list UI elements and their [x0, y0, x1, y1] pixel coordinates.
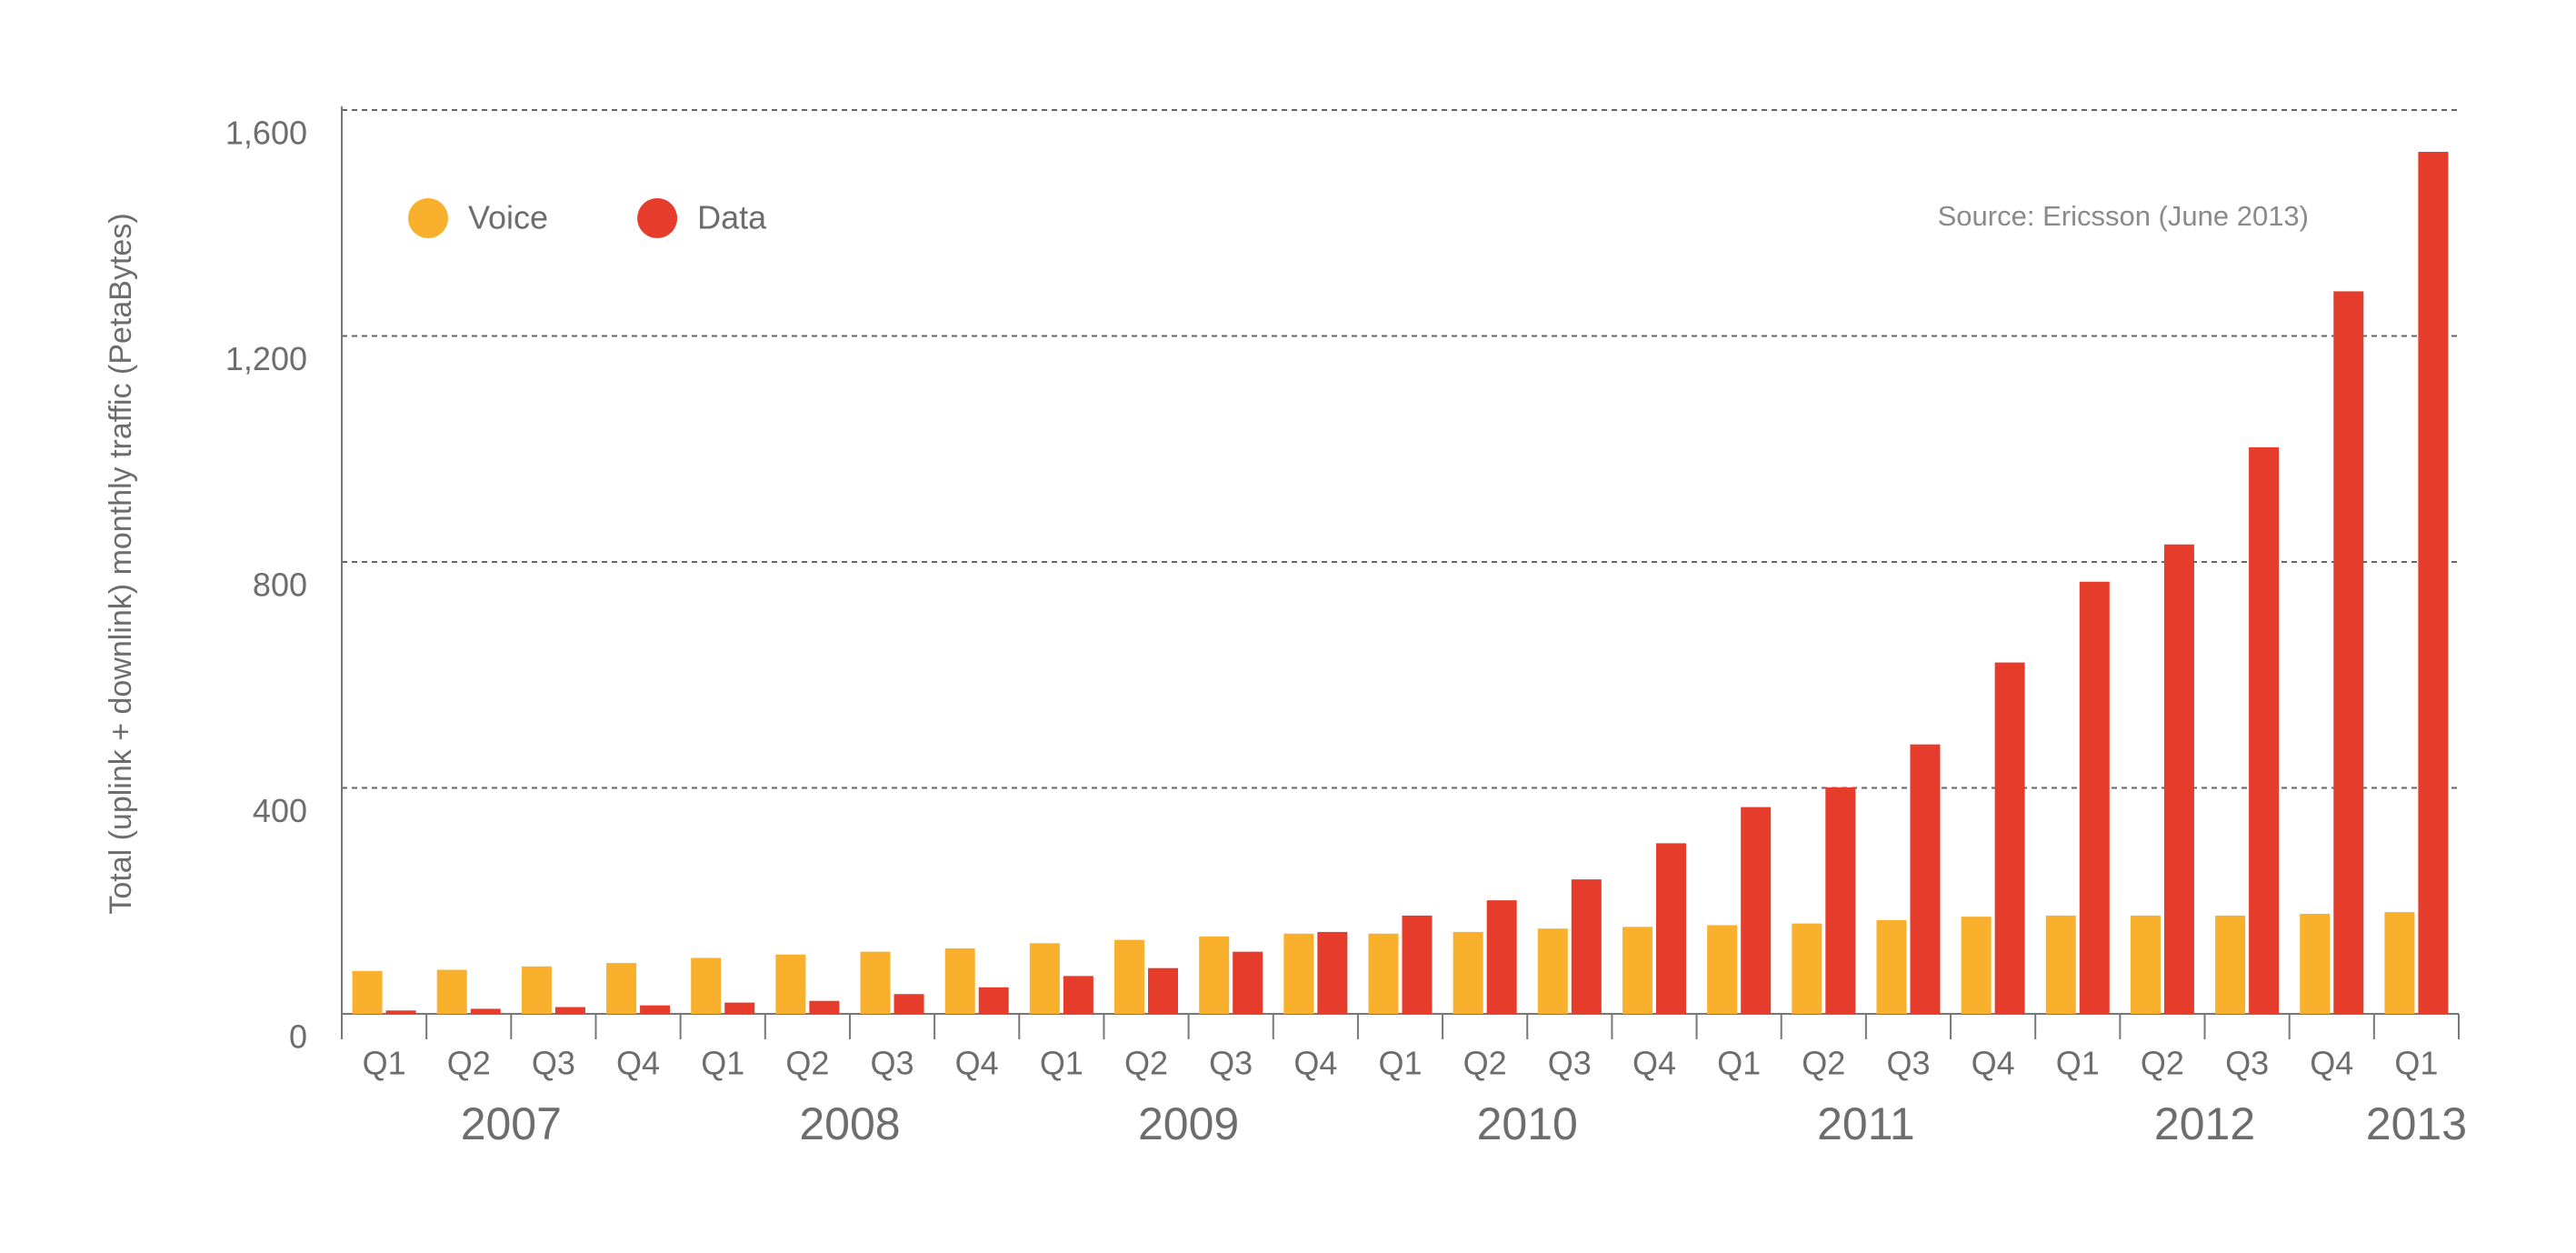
x-tick-label: Q4 — [1632, 1045, 1676, 1082]
bar — [436, 969, 467, 1014]
bar — [2215, 915, 2246, 1014]
x-group-label: 2007 — [461, 1098, 562, 1149]
bar — [724, 1002, 755, 1014]
x-tick-label: Q1 — [2394, 1045, 2438, 1082]
x-tick-label: Q4 — [2310, 1045, 2353, 1082]
bar — [1029, 943, 1060, 1014]
bar — [1655, 843, 1686, 1014]
bar — [860, 951, 891, 1014]
bar — [470, 1008, 501, 1014]
bar — [385, 1010, 416, 1014]
bar — [2300, 914, 2331, 1014]
x-tick-label: Q3 — [1886, 1045, 1930, 1082]
bar — [1063, 976, 1093, 1014]
x-tick-label: Q1 — [1378, 1045, 1422, 1082]
bar — [1741, 807, 1772, 1014]
x-tick-label: Q1 — [1717, 1045, 1761, 1082]
bar — [2045, 915, 2076, 1014]
y-tick-label: 1,600 — [225, 115, 307, 152]
bar — [352, 970, 383, 1014]
x-tick-label: Q2 — [785, 1045, 829, 1082]
bar — [1707, 925, 1738, 1014]
bar — [775, 954, 806, 1014]
x-group-label: 2010 — [1477, 1098, 1578, 1149]
x-group-label: 2008 — [799, 1098, 900, 1149]
x-tick-label: Q4 — [1972, 1045, 2015, 1082]
bar — [2130, 915, 2161, 1014]
bar — [1283, 933, 1314, 1014]
bar — [944, 947, 975, 1014]
bar — [1402, 915, 1433, 1014]
x-tick-label: Q3 — [1548, 1045, 1592, 1082]
bar — [2079, 581, 2110, 1014]
x-tick-label: Q1 — [1040, 1045, 1083, 1082]
x-tick-label: Q1 — [2056, 1045, 2100, 1082]
bar — [1571, 879, 1602, 1014]
bar — [1825, 787, 1856, 1014]
x-tick-label: Q3 — [1209, 1045, 1253, 1082]
bar — [521, 966, 552, 1014]
bar — [1233, 951, 1263, 1014]
bar — [691, 957, 722, 1014]
bar — [2384, 912, 2415, 1014]
x-tick-label: Q4 — [1293, 1045, 1337, 1082]
bar — [1148, 967, 1179, 1014]
bar — [1453, 931, 1483, 1014]
legend-label: Data — [697, 199, 767, 236]
x-tick-label: Q2 — [1802, 1045, 1845, 1082]
bar — [1114, 939, 1145, 1014]
bar — [1317, 931, 1348, 1014]
x-tick-label: Q1 — [363, 1045, 406, 1082]
bar — [1792, 923, 1822, 1014]
bar — [1486, 900, 1517, 1014]
x-tick-label: Q2 — [1463, 1045, 1507, 1082]
y-tick-label: 400 — [253, 792, 307, 829]
bar — [978, 987, 1009, 1014]
x-tick-label: Q4 — [955, 1045, 999, 1082]
bar — [606, 963, 637, 1014]
bar — [1199, 936, 1230, 1014]
x-group-label: 2011 — [1817, 1098, 1915, 1149]
bar — [1876, 919, 1907, 1014]
source-annotation: Source: Ericsson (June 2013) — [1938, 200, 2309, 232]
legend-marker — [408, 198, 448, 238]
x-tick-label: Q2 — [447, 1045, 491, 1082]
bar — [1537, 928, 1568, 1014]
bar — [2333, 291, 2364, 1014]
bar — [640, 1005, 671, 1014]
y-tick-label: 0 — [289, 1018, 307, 1056]
legend-marker — [637, 198, 678, 238]
bar — [809, 1000, 840, 1014]
bar — [1910, 744, 1941, 1014]
bar — [1961, 917, 1992, 1014]
x-group-label: 2009 — [1138, 1098, 1239, 1149]
legend-label: Voice — [468, 199, 548, 236]
bar — [1368, 933, 1399, 1014]
bar — [1622, 927, 1652, 1014]
bar — [894, 994, 924, 1014]
x-group-label: 2013 — [2366, 1098, 2467, 1149]
x-group-label: 2012 — [2154, 1098, 2255, 1149]
x-tick-label: Q2 — [2141, 1045, 2184, 1082]
x-tick-label: Q4 — [616, 1045, 660, 1082]
y-tick-label: 800 — [253, 566, 307, 604]
x-tick-label: Q1 — [701, 1045, 744, 1082]
bar — [2249, 446, 2280, 1015]
y-tick-label: 1,200 — [225, 340, 307, 377]
bar — [2163, 544, 2194, 1014]
bar — [2418, 151, 2449, 1014]
bar — [1994, 662, 2025, 1014]
x-tick-label: Q3 — [871, 1045, 914, 1082]
bar — [554, 1007, 585, 1014]
x-tick-label: Q3 — [2225, 1045, 2269, 1082]
y-axis-label: Total (uplink + downlink) monthly traffi… — [104, 213, 138, 914]
x-tick-label: Q3 — [532, 1045, 575, 1082]
x-tick-label: Q2 — [1124, 1045, 1168, 1082]
